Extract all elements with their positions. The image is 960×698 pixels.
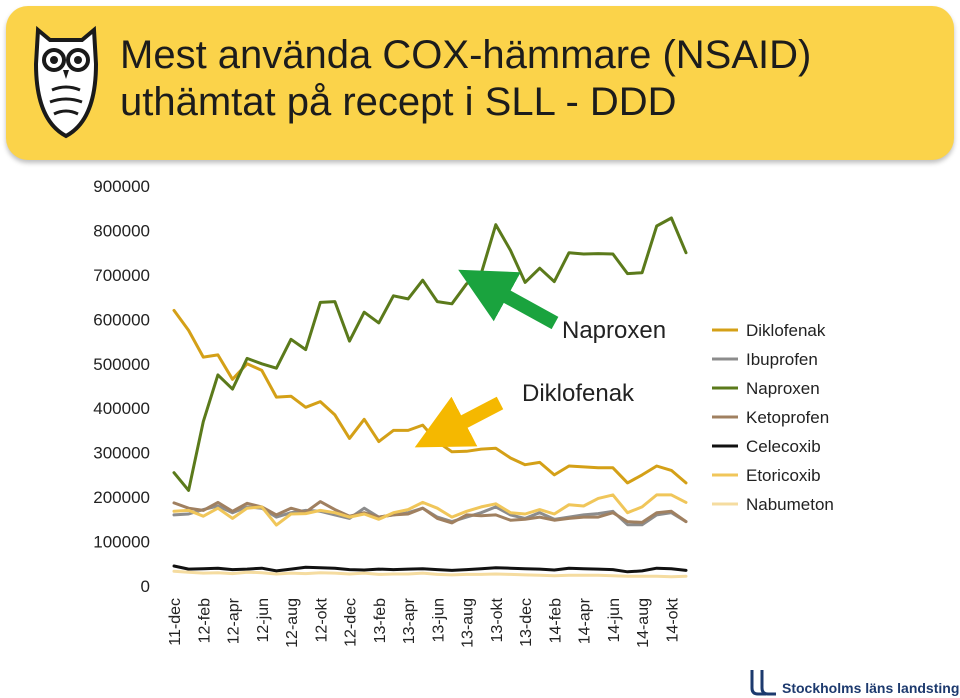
annotation-diklofenak: Diklofenak [414,380,635,448]
x-tick-label: 13-okt [489,597,506,642]
legend-label: Diklofenak [746,321,826,340]
x-tick-label: 12-okt [313,597,330,642]
x-tick-label: 14-aug [635,598,652,648]
y-tick-label: 100000 [93,533,150,552]
annotation-arrow-diklofenak [414,396,504,448]
x-tick-label: 13-aug [460,598,477,648]
x-tick-label: 12-feb [196,598,213,643]
legend: Diklofenak Ibuprofen Naproxen Ketoprofen Cel… [712,321,834,514]
annotation-arrow-naproxen [458,269,559,330]
x-tick-label: 14-okt [664,597,681,642]
x-tick-label: 13-dec [518,598,535,647]
y-tick-label: 300000 [93,444,150,463]
sll-logo-icon [750,670,776,696]
y-tick-label: 200000 [93,488,150,507]
x-tick-label: 12-apr [226,597,243,644]
legend-label: Celecoxib [746,437,821,456]
annotation-naproxen: Naproxen [458,269,666,344]
x-tick-label: 13-jun [430,598,447,642]
x-tick-label: 14-feb [547,598,564,643]
y-tick-label: 600000 [93,310,150,329]
x-axis: 11-dec 12-feb 12-apr 12-jun 12-aug 12-okt 12-d… [167,597,681,648]
footer-org-name: Stockholms läns landsting [782,680,960,696]
y-axis: 900000 800000 700000 600000 500000 400000 3000… [93,177,150,596]
line-chart: 900000 800000 700000 600000 500000 400000 3000… [93,177,834,648]
legend-label: Naproxen [746,379,820,398]
title-line-1: Mest använda COX-hämmare (NSAID) [120,33,812,77]
title-banner [6,6,954,160]
title-line-2: uthämtat på recept i SLL - DDD [120,80,677,124]
y-tick-label: 800000 [93,221,150,240]
annotation-label-diklofenak: Diklofenak [522,380,635,407]
y-tick-label: 0 [141,577,150,596]
annotation-label-naproxen: Naproxen [562,317,666,344]
y-tick-label: 500000 [93,355,150,374]
x-tick-label: 14-jun [606,598,623,642]
series-line-etoricoxib [172,493,688,527]
x-tick-label: 13-apr [401,597,418,644]
y-tick-label: 900000 [93,177,150,196]
page-title: Mest använda COX-hämmare (NSAID) uthämta… [120,32,940,126]
x-tick-label: 12-jun [255,598,272,642]
series-layer [172,216,688,579]
y-tick-label: 400000 [93,399,150,418]
legend-label: Etoricoxib [746,466,821,485]
legend-label: Ketoprofen [746,408,829,427]
legend-label: Ibuprofen [746,350,818,369]
series-line-nabumeton [172,569,688,579]
x-tick-label: 14-apr [577,597,594,644]
owl-logo-icon [33,25,99,139]
legend-label: Nabumeton [746,495,834,514]
x-tick-label: 13-feb [372,598,389,643]
series-line-naproxen [172,216,688,492]
x-tick-label: 11-dec [167,598,184,646]
series-line-celecoxib [172,564,688,574]
x-tick-label: 12-aug [284,598,301,648]
x-tick-label: 12-dec [343,598,360,647]
y-tick-label: 700000 [93,266,150,285]
